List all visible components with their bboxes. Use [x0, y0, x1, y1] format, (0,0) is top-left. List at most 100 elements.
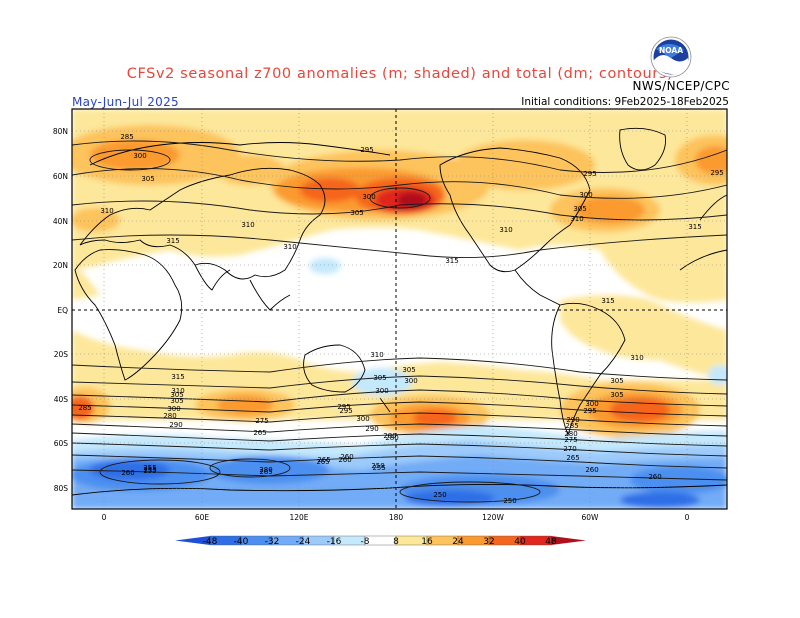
contour-label: 300 — [356, 415, 369, 423]
colorbar-tick-label: 40 — [514, 537, 526, 547]
lat-label: 80N — [53, 127, 68, 136]
contour-label: 300 — [375, 387, 388, 395]
contour-label: 290 — [566, 416, 579, 424]
lat-label: 20N — [53, 261, 68, 270]
contour-label: 260 — [648, 473, 661, 481]
contour-label: 280 — [259, 466, 272, 474]
contour-label: 300 — [585, 400, 598, 408]
contour-label: 280 — [383, 432, 396, 440]
contour-label: 305 — [573, 205, 586, 213]
contour-label: 315 — [445, 257, 458, 265]
colorbar-tick-label: 48 — [545, 537, 557, 547]
colorbar-tick-label: -8 — [361, 537, 370, 547]
colorbar-tick-label: -16 — [327, 537, 342, 547]
contour-label: 305 — [610, 391, 623, 399]
contour-label: 315 — [166, 237, 179, 245]
colorbar-tick-label: 8 — [393, 537, 399, 547]
lat-label: 40N — [53, 217, 68, 226]
longitude-labels: 0 60E 120E 180 120W 60W 0 — [102, 513, 690, 522]
contour-label: 255 — [143, 466, 156, 474]
contour-label: 280 — [163, 412, 176, 420]
chart-title: CFSv2 seasonal z700 anomalies (m; shaded… — [126, 66, 674, 82]
contour-label: 260 — [338, 456, 351, 464]
lat-label: 80S — [54, 484, 69, 493]
anomaly-shading — [72, 109, 727, 509]
contour-label: 310 — [630, 354, 643, 362]
contour-label: 310 — [570, 215, 583, 223]
colorbar-max-arrow — [551, 536, 586, 545]
contour-label: 300 — [133, 152, 146, 160]
contour-label: 250 — [433, 491, 446, 499]
forecast-period: May-Jun-Jul 2025 — [72, 95, 179, 109]
colorbar-swatch — [364, 535, 397, 546]
contour-label: 305 — [610, 377, 623, 385]
contour-label: 265 — [566, 454, 579, 462]
contour-label: 315 — [688, 223, 701, 231]
lat-label: 40S — [54, 395, 69, 404]
contour-label: 295 — [337, 403, 350, 411]
contour-label: 265 — [317, 456, 330, 464]
colorbar-tick-label: -24 — [296, 537, 311, 547]
contour-label: 270 — [563, 445, 576, 453]
contour-label: 300 — [404, 377, 417, 385]
colorbar-tick-label: 16 — [421, 537, 433, 547]
contour-label: 280 — [564, 430, 577, 438]
contour-label: 255 — [143, 467, 156, 475]
contour-label: 310 — [499, 226, 512, 234]
contour-label: 280 — [385, 434, 398, 442]
lon-label: 0 — [685, 513, 690, 522]
contour-labels: 285 300 305 310 315 310 310 295 300 305 … — [78, 133, 723, 505]
noaa-logo-icon: NOAA — [650, 36, 692, 78]
contour-label: 265 — [253, 429, 266, 437]
contour-label: 295 — [360, 146, 373, 154]
colorbar-min-arrow — [175, 536, 210, 545]
contour-label: 315 — [601, 297, 614, 305]
lat-label: 60S — [54, 439, 69, 448]
lon-label: 180 — [389, 513, 404, 522]
contour-label: 305 — [373, 374, 386, 382]
noaa-logo-text: NOAA — [659, 46, 683, 55]
contour-label: 290 — [365, 425, 378, 433]
lon-label: 120W — [482, 513, 504, 522]
contour-label: 305 — [402, 366, 415, 374]
contour-label: 315 — [171, 373, 184, 381]
contour-label: 260 — [585, 466, 598, 474]
contour-label: 300 — [362, 193, 375, 201]
contour-label: 310 — [370, 351, 383, 359]
contour-label: 305 — [170, 397, 183, 405]
contour-label: 295 — [339, 407, 352, 415]
reference-lines — [72, 109, 727, 509]
contour-label: 295 — [583, 407, 596, 415]
colorbar-tick-label: -40 — [234, 537, 249, 547]
colorbar: -48 -40 -32 -24 -16 -8 8 16 24 32 40 48 — [175, 535, 586, 547]
colorbar-tick-label: 32 — [483, 537, 494, 547]
contour-label: 260 — [340, 453, 353, 461]
colorbar-tick-label: -48 — [203, 537, 218, 547]
contour-label: 250 — [503, 497, 516, 505]
contour-label: 305 — [170, 391, 183, 399]
colorbar-tick-label: -32 — [265, 537, 280, 547]
lon-label: 0 — [102, 513, 107, 522]
height-contours — [72, 140, 727, 503]
contour-label: 275 — [564, 436, 577, 444]
graticule — [72, 109, 727, 509]
map-frame — [71, 108, 728, 510]
contour-label: 265 — [316, 458, 329, 466]
contour-label: 295 — [583, 170, 596, 178]
coastlines — [72, 127, 727, 496]
contour-label: 305 — [350, 209, 363, 217]
lon-label: 120E — [289, 513, 308, 522]
contour-label: 300 — [579, 191, 592, 199]
lat-label: 60N — [53, 172, 68, 181]
contour-label: 275 — [255, 417, 268, 425]
contour-label: 260 — [121, 469, 134, 477]
lon-label: 60E — [195, 513, 210, 522]
latitude-labels: 80N 60N 40N 20N EQ 20S 40S 60S 80S — [53, 127, 68, 493]
contour-label: 310 — [100, 207, 113, 215]
lon-label: 60W — [582, 513, 600, 522]
contour-label: 290 — [169, 421, 182, 429]
contour-label: 310 — [283, 243, 296, 251]
contour-label: 255 — [372, 464, 385, 472]
contour-label: 250 — [371, 462, 384, 470]
